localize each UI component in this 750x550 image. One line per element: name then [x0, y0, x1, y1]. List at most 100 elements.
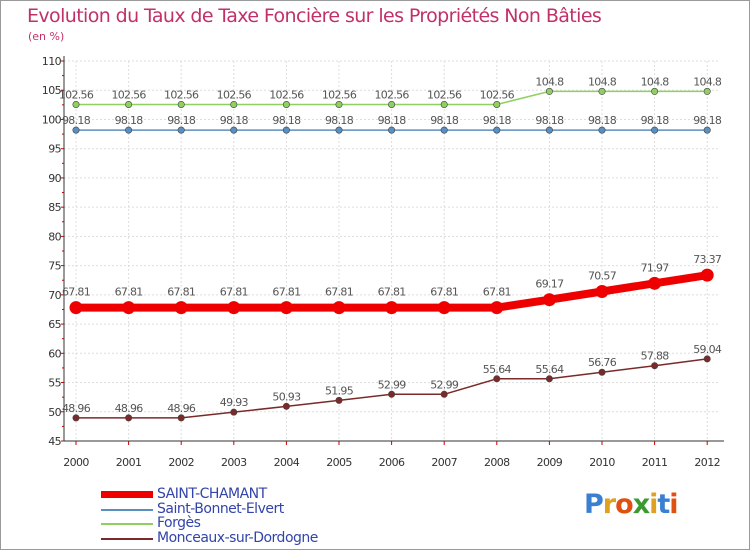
data-point [598, 368, 606, 376]
x-tick-label: 2008 [484, 456, 510, 469]
data-point [651, 126, 659, 134]
y-tick-label: 105 [42, 84, 62, 97]
data-point [282, 402, 290, 410]
data-label: 52.99 [378, 378, 407, 391]
data-label: 67.81 [430, 286, 458, 299]
grid [64, 60, 719, 441]
data-point [545, 126, 553, 134]
data-point [542, 293, 556, 307]
x-tick-label: 2009 [537, 456, 563, 469]
x-tick-label: 2000 [63, 456, 89, 469]
y-tick-label: 60 [48, 347, 61, 360]
data-point [282, 126, 290, 134]
logo-letter: i [669, 489, 678, 520]
data-point [490, 301, 504, 315]
data-point [440, 390, 448, 398]
y-tick-label: 50 [48, 406, 61, 419]
data-point [125, 100, 133, 108]
y-tick-label: 80 [48, 230, 61, 243]
data-point [177, 100, 185, 108]
y-tick-label: 75 [48, 260, 61, 273]
x-tick-label: 2003 [221, 456, 247, 469]
data-point [335, 100, 343, 108]
data-point [230, 126, 238, 134]
data-label: 67.81 [115, 286, 143, 299]
data-point [385, 301, 399, 315]
data-point [648, 276, 662, 290]
data-point [440, 100, 448, 108]
legend-label: Saint-Bonnet-Elvert [157, 501, 284, 517]
data-point [651, 87, 659, 95]
data-point [125, 126, 133, 134]
data-label: 49.93 [220, 396, 249, 409]
x-tick-label: 2001 [116, 456, 142, 469]
data-label: 98.18 [62, 114, 91, 127]
x-tick-label: 2006 [379, 456, 405, 469]
data-label: 57.88 [641, 350, 670, 363]
data-point [72, 126, 80, 134]
data-label: 50.93 [272, 390, 301, 403]
data-point [598, 87, 606, 95]
data-label: 102.56 [269, 88, 304, 101]
data-label: 102.56 [427, 88, 462, 101]
data-label: 48.96 [62, 402, 91, 415]
series-lines [69, 87, 714, 422]
data-label: 102.56 [217, 88, 252, 101]
data-point [177, 414, 185, 422]
proxiti-logo: Proxiti [584, 489, 679, 520]
data-point [595, 285, 609, 299]
data-label: 73.37 [693, 253, 722, 266]
data-point [651, 362, 659, 370]
data-point [69, 301, 83, 315]
data-label: 98.18 [272, 114, 301, 127]
logo-letter: i [649, 489, 658, 520]
legend-label: Forgès [157, 515, 201, 531]
data-label: 98.18 [535, 114, 564, 127]
data-label: 67.81 [167, 286, 195, 299]
y-tick-label: 85 [48, 201, 61, 214]
data-point [335, 126, 343, 134]
legend-swatch [101, 491, 153, 498]
data-point [279, 301, 293, 315]
legend-label: Monceaux-sur-Dordogne [157, 530, 318, 546]
data-label: 104.8 [693, 75, 722, 88]
data-point [388, 126, 396, 134]
data-label: 98.18 [325, 114, 354, 127]
data-point [545, 375, 553, 383]
data-label: 102.56 [59, 88, 94, 101]
data-label: 98.18 [693, 114, 722, 127]
x-tick-label: 2002 [168, 456, 194, 469]
data-label: 67.81 [220, 286, 248, 299]
data-label: 98.18 [588, 114, 617, 127]
data-label: 98.18 [378, 114, 407, 127]
data-label: 70.57 [588, 270, 617, 283]
data-label: 102.56 [480, 88, 515, 101]
data-point [703, 126, 711, 134]
data-point [440, 126, 448, 134]
data-label: 102.56 [164, 88, 199, 101]
data-point [230, 408, 238, 416]
x-tick-label: 2010 [589, 456, 615, 469]
legend-swatch [101, 509, 153, 511]
data-label: 104.8 [535, 75, 564, 88]
data-label: 104.8 [641, 75, 670, 88]
data-label: 69.17 [535, 278, 564, 291]
logo-letter: x [632, 489, 650, 520]
axes: 45 50 55 60 65 70 75 80 85 90 95 100 105 110 2000 2001 2… [42, 55, 724, 469]
data-label: 55.64 [535, 363, 564, 376]
data-point [388, 100, 396, 108]
y-tick-label: 70 [48, 289, 61, 302]
data-label: 102.56 [374, 88, 409, 101]
y-tick-label: 90 [48, 172, 61, 185]
data-label: 56.76 [588, 356, 617, 369]
data-label: 51.95 [325, 384, 354, 397]
data-label: 102.56 [111, 88, 146, 101]
y-tick-label: 110 [42, 55, 62, 68]
data-label: 98.18 [641, 114, 670, 127]
x-tick-label: 2011 [642, 456, 668, 469]
data-point [545, 87, 553, 95]
data-point [230, 100, 238, 108]
x-tick-label: 2012 [694, 456, 720, 469]
data-point [125, 414, 133, 422]
